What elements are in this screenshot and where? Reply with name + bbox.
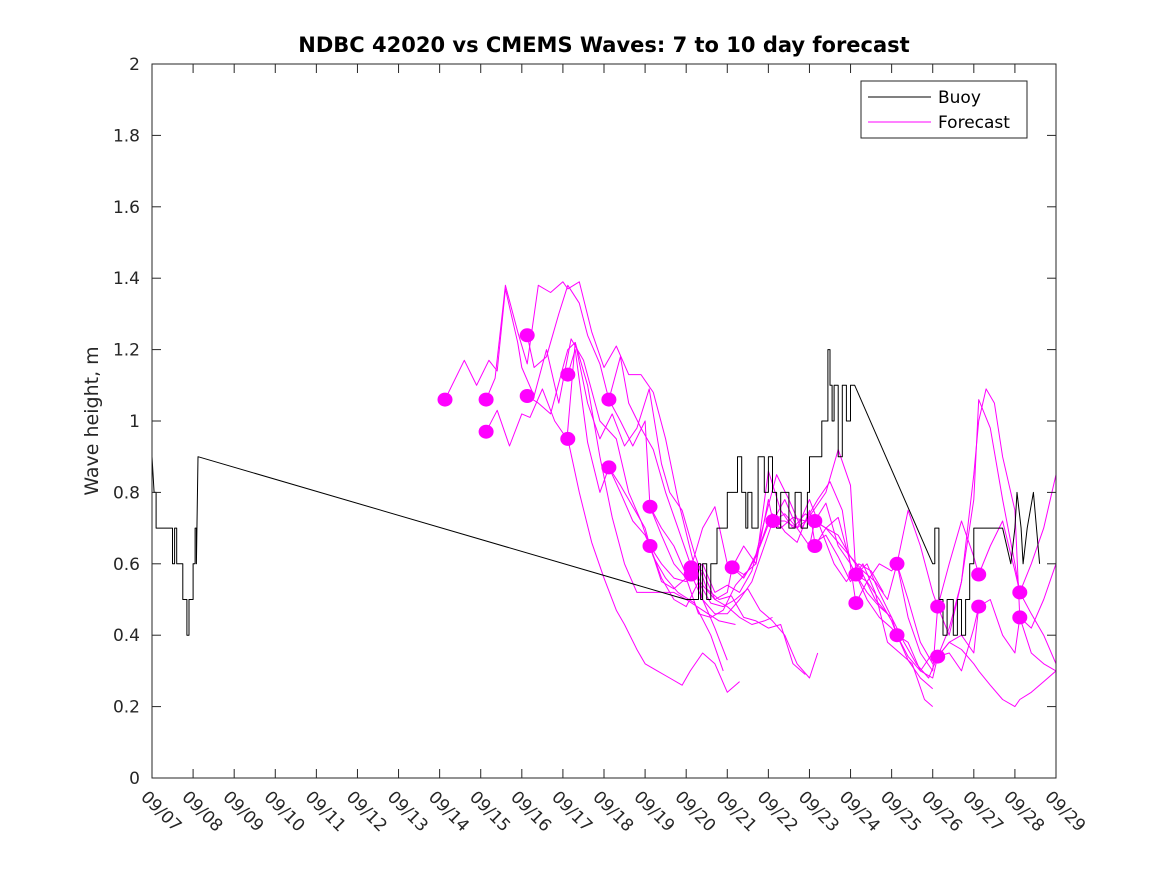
forecast-marker-4 — [519, 389, 535, 403]
forecast-line-14 — [772, 388, 1056, 672]
y-axis-ticks: 0 0.2 0.4 0.6 0.8 1 1.2 1.4 1.6 1.8 2 — [113, 55, 1056, 789]
x-tick-label: 09/18 — [588, 787, 637, 836]
forecast-line-17 — [896, 563, 1056, 708]
y-tick-label: 1.4 — [113, 269, 140, 289]
x-tick-label: 09/08 — [178, 787, 227, 836]
forecast-marker-12 — [683, 567, 699, 582]
forecast-markers-group — [437, 328, 1028, 664]
forecast-marker-2 — [478, 424, 494, 439]
y-tick-label: 0 — [129, 769, 140, 789]
forecast-marker-16 — [807, 539, 823, 553]
x-tick-label: 09/21 — [712, 787, 761, 836]
x-tick-label: 09/13 — [383, 787, 432, 836]
x-tick-label: 09/11 — [301, 787, 350, 836]
buoy-series-group — [152, 349, 1041, 636]
x-tick-label: 09/17 — [547, 787, 596, 836]
x-tick-label: 09/14 — [424, 787, 473, 836]
forecast-line-11 — [649, 509, 934, 707]
forecast-marker-9 — [642, 499, 658, 514]
x-tick-label: 09/24 — [835, 787, 884, 836]
x-tick-label: 09/07 — [136, 787, 185, 836]
forecast-marker-5 — [560, 367, 576, 382]
forecast-marker-17 — [848, 567, 864, 582]
forecast-marker-21 — [930, 599, 946, 614]
x-tick-label: 09/12 — [342, 787, 391, 836]
forecast-marker-8 — [601, 460, 617, 475]
forecast-line-5 — [526, 342, 806, 675]
x-tick-label: 09/15 — [465, 787, 514, 836]
x-tick-label: 09/27 — [958, 787, 1007, 836]
legend-label-buoy: Buoy — [938, 88, 981, 108]
y-tick-label: 1 — [129, 412, 140, 432]
y-tick-label: 1.6 — [113, 198, 140, 218]
x-tick-label: 09/29 — [1040, 787, 1089, 836]
forecast-line-13 — [731, 474, 1056, 672]
x-tick-label: 09/19 — [630, 787, 679, 836]
y-tick-label: 2 — [129, 55, 140, 75]
forecast-marker-3 — [519, 328, 535, 343]
y-tick-label: 0.2 — [113, 698, 140, 718]
chart-title: NDBC 42020 vs CMEMS Waves: 7 to 10 day f… — [298, 33, 909, 57]
buoy-line — [152, 349, 1041, 636]
x-tick-label: 09/09 — [219, 787, 268, 836]
x-tick-label: 09/26 — [917, 787, 966, 836]
x-axis-ticks: 09/0709/0809/0909/1009/1109/1209/1309/14… — [136, 64, 1089, 836]
forecast-line-2 — [485, 281, 728, 661]
forecast-marker-19 — [889, 556, 905, 571]
y-tick-label: 0.4 — [113, 626, 140, 646]
forecast-marker-22 — [930, 649, 946, 664]
forecast-marker-20 — [889, 628, 905, 643]
forecast-marker-10 — [642, 539, 658, 553]
forecast-marker-13 — [724, 560, 740, 575]
forecast-marker-7 — [601, 392, 617, 407]
forecast-marker-6 — [560, 431, 576, 446]
y-tick-label: 1.8 — [113, 126, 140, 146]
legend-box — [860, 80, 1028, 139]
x-tick-label: 09/22 — [753, 787, 802, 836]
forecast-marker-0 — [437, 392, 453, 407]
forecast-marker-25 — [1012, 585, 1028, 600]
forecast-line-1 — [444, 288, 724, 672]
x-tick-label: 09/23 — [794, 787, 843, 836]
forecast-line-7 — [567, 438, 740, 693]
forecast-marker-24 — [971, 599, 987, 614]
forecast-series-group — [444, 281, 1056, 708]
forecast-marker-26 — [1012, 610, 1028, 625]
forecast-marker-23 — [971, 567, 987, 582]
y-tick-label: 0.8 — [113, 483, 140, 503]
x-tick-label: 09/25 — [876, 787, 925, 836]
y-tick-label: 1.2 — [113, 341, 140, 361]
y-axis-label: Wave height, m — [81, 346, 103, 495]
forecast-marker-14 — [765, 514, 781, 528]
x-tick-label: 09/20 — [671, 787, 720, 836]
legend: Buoy Forecast — [860, 80, 1028, 139]
forecast-marker-18 — [848, 596, 864, 611]
x-tick-label: 09/16 — [506, 787, 555, 836]
forecast-marker-15 — [807, 514, 823, 528]
legend-label-forecast: Forecast — [938, 113, 1010, 133]
forecast-line-6 — [567, 349, 819, 679]
forecast-line-4 — [526, 284, 773, 625]
x-tick-label: 09/28 — [999, 787, 1048, 836]
forecast-marker-1 — [478, 392, 494, 407]
y-tick-label: 0.6 — [113, 555, 140, 575]
x-tick-label: 09/10 — [260, 787, 309, 836]
forecast-line-3 — [485, 342, 736, 625]
